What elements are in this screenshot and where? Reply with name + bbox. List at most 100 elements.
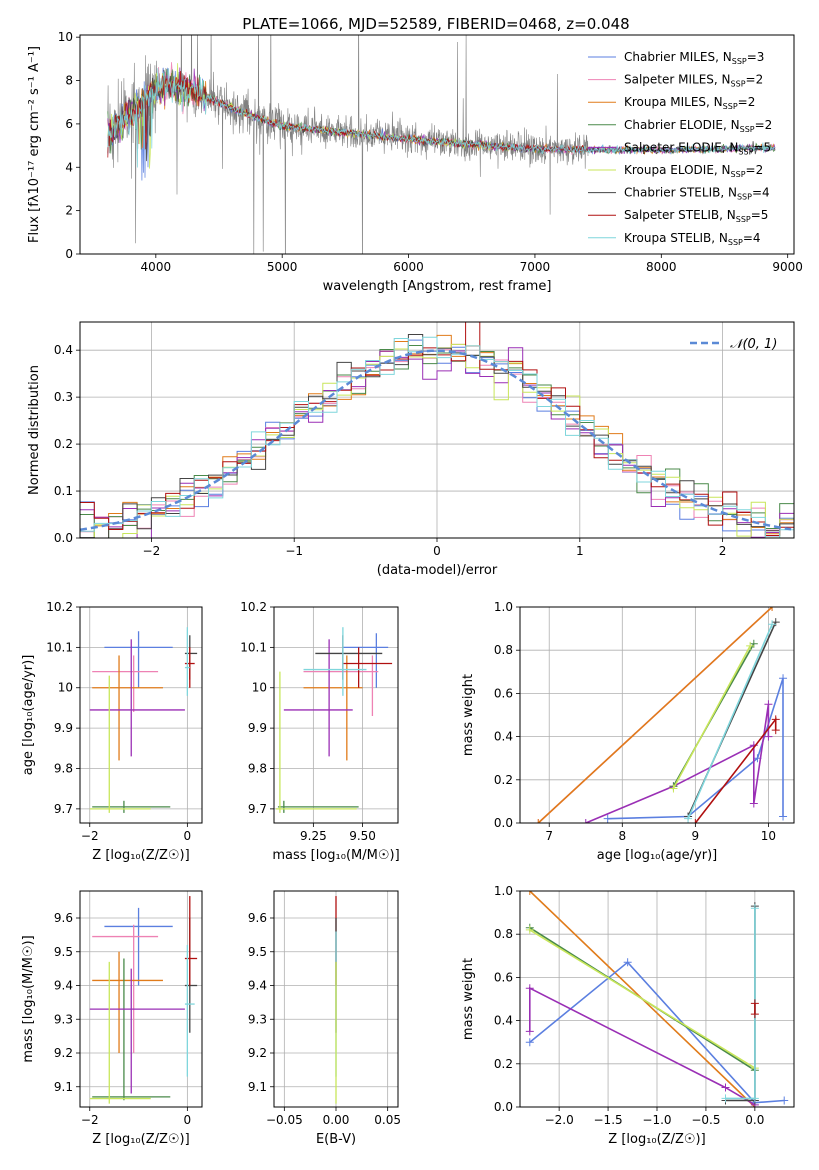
histogram-salpeter_elodie xyxy=(80,347,794,538)
errorbar-chabrier_elodie xyxy=(92,958,171,1101)
normal-reference-curve xyxy=(80,349,792,532)
plot-area xyxy=(275,627,393,813)
model-spectrum-kroupa_stelib xyxy=(107,68,776,168)
weight-marker xyxy=(750,1010,759,1019)
weight-marker xyxy=(525,925,534,934)
legend-nssp: =2 xyxy=(738,95,756,109)
weight-marker xyxy=(721,1083,730,1092)
ticks: −0.05 0.00 0.05 9.1 9.2 9.3 9.4 9.5 9.6 xyxy=(248,911,401,1127)
y-axis-label: Normed distribution xyxy=(27,365,42,495)
weight-line xyxy=(585,704,770,823)
grid xyxy=(520,890,794,1108)
axes-frame xyxy=(79,34,795,255)
legend-label: Chabrier ELODIE, NSSP=2 xyxy=(624,118,772,134)
x-tick-label: 2 xyxy=(719,544,727,558)
x-tick-label: 4000 xyxy=(141,260,172,274)
weight-series-chabrier_miles xyxy=(603,674,788,823)
weight-series-kroupa_stelib xyxy=(684,620,777,823)
x-tick-label: −2.0 xyxy=(545,1113,574,1127)
x-axis-label: wavelength [Angstrom, rest frame] xyxy=(323,279,552,294)
x-tick-label: 10 xyxy=(761,829,776,843)
errorbar-kroupa_elodie xyxy=(89,961,151,1104)
errorbar-salpeter_miles xyxy=(303,655,379,717)
weight-marker xyxy=(525,1038,534,1047)
legend-nssp: =5 xyxy=(753,140,771,154)
weight-marker xyxy=(603,814,612,823)
y-tick-label: 0.0 xyxy=(54,531,73,545)
x-tick-label: 1 xyxy=(576,544,584,558)
x-tick-label: 0 xyxy=(433,544,441,558)
x-axis-label: Z [log₁₀(Z/Z☉)] xyxy=(608,1132,705,1147)
errorbar-kroupa_stelib xyxy=(184,627,190,696)
panel-age_vs_mass: 9.25 9.50 9.7 9.8 9.9 10 10.1 10.2 mass [log₁₀(M… xyxy=(240,600,399,863)
legend-subscript: SSP xyxy=(731,170,746,179)
weight-series-salpeter_stelib xyxy=(750,999,759,1019)
errorbar-chabrier_miles xyxy=(104,907,173,986)
x-tick-label: −0.05 xyxy=(266,1113,303,1127)
legend-name: Kroupa ELODIE, N xyxy=(624,163,731,177)
weight-marker xyxy=(746,641,755,650)
y-tick-label: 9.8 xyxy=(248,761,267,775)
x-axis-label: age [log₁₀(age/yr)] xyxy=(597,848,718,863)
y-tick-label: 10.2 xyxy=(240,600,267,614)
x-tick-label: −1.0 xyxy=(642,1113,671,1127)
weight-marker xyxy=(764,732,773,741)
y-tick-label: 0 xyxy=(65,247,73,261)
y-tick-label: 9.5 xyxy=(54,945,73,959)
weight-line xyxy=(529,961,785,1104)
x-tick-label: 0 xyxy=(184,1113,192,1127)
y-tick-label: 0.0 xyxy=(494,1100,513,1114)
ticks: −2 0 9.7 9.8 9.9 10 10.1 10.2 xyxy=(46,600,191,843)
panel-spectrum: 4000 5000 6000 7000 8000 9000 0 2 4 6 8 10 wavelengt… xyxy=(27,30,803,294)
legend-name: Salpeter MILES, N xyxy=(624,73,731,87)
legend-nssp: =2 xyxy=(746,163,764,177)
y-tick-label: 10.1 xyxy=(46,640,73,654)
y-axis-label: Flux [fλ10⁻¹⁷ erg cm⁻² s⁻¹ A⁻¹] xyxy=(27,46,42,243)
errorbar-salpeter_elodie xyxy=(89,639,185,757)
y-tick-label: 9.1 xyxy=(54,1080,73,1094)
plot-area xyxy=(107,35,776,254)
legend-nssp: =2 xyxy=(755,118,773,132)
weight-series-kroupa_elodie xyxy=(525,925,759,1073)
y-tick-label: 0.3 xyxy=(54,390,73,404)
weight-marker xyxy=(779,674,788,683)
legend-label: 𝒩(0, 1) xyxy=(730,337,777,352)
x-tick-label: 6000 xyxy=(393,260,424,274)
weight-line xyxy=(687,623,773,820)
y-tick-label: 1.0 xyxy=(494,600,513,614)
panel-weight_vs_age: 7 8 9 10 0.0 0.2 0.4 0.6 0.8 1.0 age [log₁₀(age/yr… xyxy=(461,600,795,863)
x-tick-label: 9.50 xyxy=(349,829,376,843)
errorbar-salpeter_elodie xyxy=(283,639,353,757)
y-tick-label: 0.2 xyxy=(494,773,513,787)
x-axis-label: (data-model)/error xyxy=(377,563,498,578)
x-tick-label: −2 xyxy=(143,544,161,558)
axes-frame xyxy=(273,606,399,824)
y-tick-label: 9.7 xyxy=(54,802,73,816)
x-tick-label: 9.25 xyxy=(300,829,327,843)
legend-name: Kroupa MILES, N xyxy=(624,95,723,109)
legend-name: Chabrier STELIB, N xyxy=(624,186,737,200)
weight-line xyxy=(672,645,751,789)
ticks: 4000 5000 6000 7000 8000 9000 0 2 4 6 8 10 xyxy=(58,30,803,274)
grid xyxy=(520,606,794,824)
plot-area xyxy=(89,896,198,1104)
weight-marker xyxy=(623,958,632,967)
y-axis-label: mass [log₁₀(M/M☉)] xyxy=(21,935,36,1062)
legend-subscript: SSP xyxy=(737,193,752,202)
errorbar-chabrier_miles xyxy=(342,633,389,688)
y-axis-label: age [log₁₀(age/yr)] xyxy=(21,655,36,776)
y-tick-label: 0.4 xyxy=(494,730,513,744)
weight-marker xyxy=(750,904,759,913)
y-tick-label: 0.2 xyxy=(494,1057,513,1071)
grid xyxy=(80,891,202,1107)
weight-marker xyxy=(779,812,788,821)
legend-nssp: =4 xyxy=(743,231,761,245)
y-tick-label: 9.5 xyxy=(248,945,267,959)
weight-marker xyxy=(721,1094,730,1103)
y-tick-label: 9.4 xyxy=(248,979,267,993)
x-axis-label: Z [log₁₀(Z/Z☉)] xyxy=(92,1132,189,1147)
weight-marker xyxy=(684,814,693,823)
errorbar-chabrier_elodie xyxy=(92,800,171,813)
errorbar-kroupa_elodie xyxy=(89,675,151,813)
